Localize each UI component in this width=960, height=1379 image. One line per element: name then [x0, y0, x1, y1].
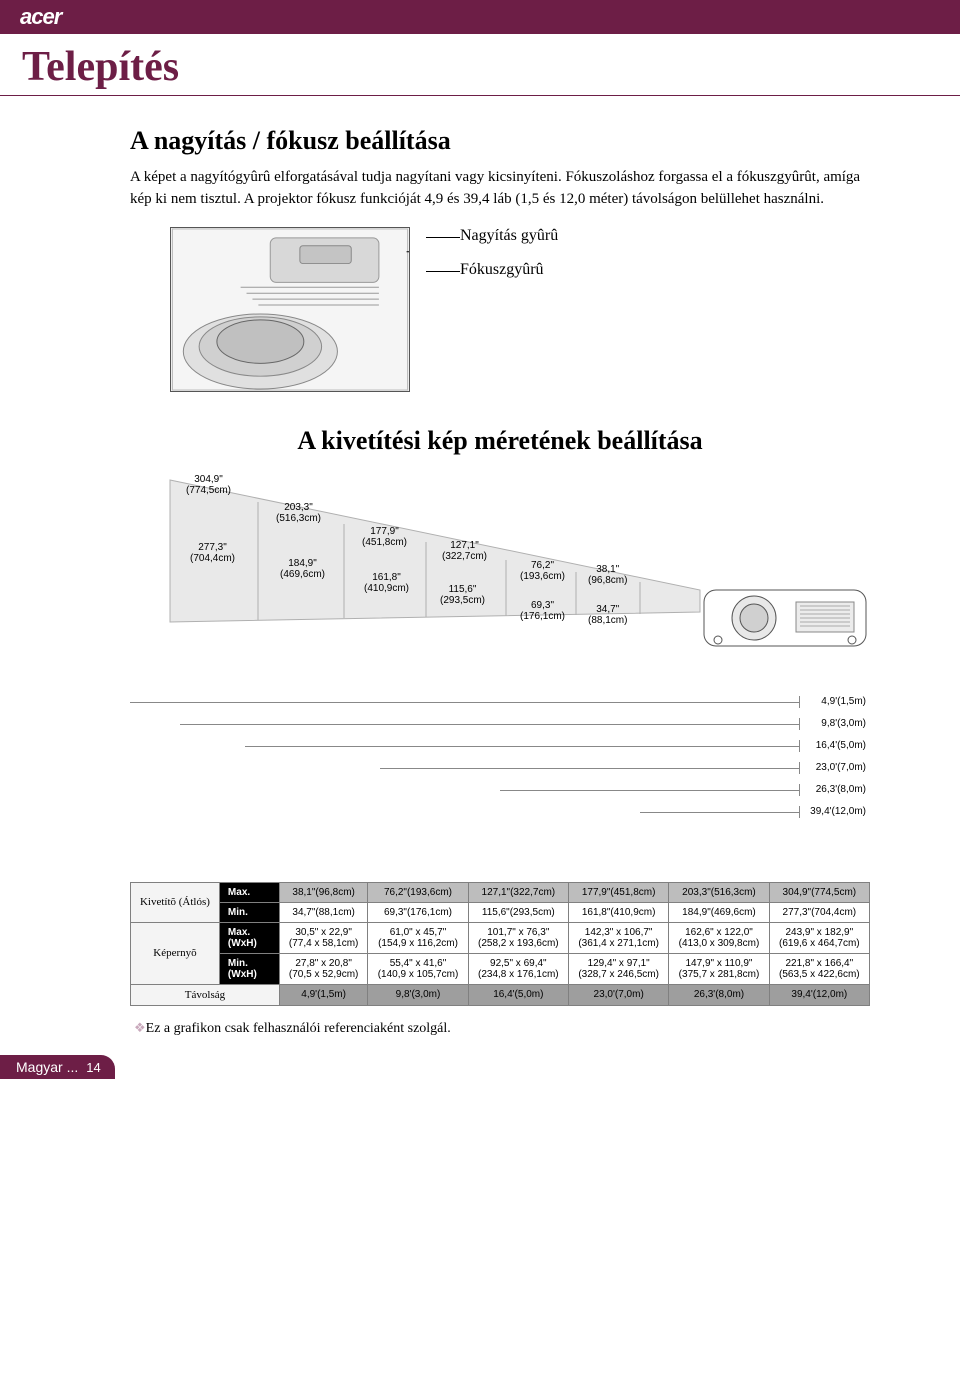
- table-cell: 184,9"(469,6cm): [669, 902, 769, 922]
- table-cell: 30,5" x 22,9"(77,4 x 58,1cm): [279, 922, 367, 953]
- projection-size-diagram: 304,9"(774,5cm) 277,3"(704,4cm) 203,3"(516…: [140, 472, 870, 662]
- table-cell: 27,8" x 20,8"(70,5 x 52,9cm): [279, 953, 367, 984]
- table-cell: 127,1"(322,7cm): [468, 882, 568, 902]
- min-wxh-label: Min.(WxH): [219, 953, 279, 984]
- spec-table: Kivetítõ (Átlós)Max.38,1"(96,8cm)76,2"(1…: [130, 882, 870, 1006]
- distance-line: [130, 702, 800, 703]
- table-cell: 115,6"(293,5cm): [468, 902, 568, 922]
- dimension-label: 115,6"(293,5cm): [440, 584, 485, 607]
- footer-page-number: 14: [86, 1060, 100, 1075]
- lens-illustration: [170, 227, 410, 392]
- table-cell: 9,8'(3,0m): [368, 984, 468, 1005]
- dimension-label: 277,3"(704,4cm): [190, 542, 235, 565]
- min-label: Min.: [219, 902, 279, 922]
- footer-language: Magyar ...: [16, 1059, 78, 1075]
- table-cell: 26,3'(8,0m): [669, 984, 769, 1005]
- table-cell: 161,8"(410,9cm): [568, 902, 668, 922]
- table-cell: 76,2"(193,6cm): [368, 882, 468, 902]
- distance-line: [380, 768, 800, 769]
- table-cell: 221,8" x 166,4"(563,5 x 422,6cm): [769, 953, 869, 984]
- dimension-label: 304,9"(774,5cm): [186, 474, 231, 497]
- brand-logo: acer: [20, 4, 61, 30]
- rowlabel-distance: Távolság: [131, 984, 280, 1005]
- distance-diagram: 4,9'(1,5m)9,8'(3,0m)16,4'(5,0m)23,0'(7,0…: [140, 702, 870, 862]
- distance-line: [180, 724, 800, 725]
- table-cell: 38,1"(96,8cm): [279, 882, 367, 902]
- header-bar: acer: [0, 0, 960, 34]
- max-label: Max.: [219, 882, 279, 902]
- dimension-label: 38,1"(96,8cm): [588, 564, 627, 587]
- page-footer: Magyar ... 14: [0, 1055, 960, 1079]
- table-cell: 61,0" x 45,7"(154,9 x 116,2cm): [368, 922, 468, 953]
- dimension-label: 177,9"(451,8cm): [362, 526, 407, 549]
- dimension-label: 161,8"(410,9cm): [364, 572, 409, 595]
- distance-label: 4,9'(1,5m): [821, 696, 866, 707]
- distance-label: 23,0'(7,0m): [816, 762, 866, 773]
- diamond-icon: ❖: [134, 1020, 146, 1035]
- table-cell: 23,0'(7,0m): [568, 984, 668, 1005]
- table-cell: 147,9" x 110,9"(375,7 x 281,8cm): [669, 953, 769, 984]
- dimension-label: 76,2"(193,6cm): [520, 560, 565, 583]
- table-cell: 203,3"(516,3cm): [669, 882, 769, 902]
- footnote: ❖Ez a grafikon csak felhasználói referen…: [134, 1020, 870, 1037]
- distance-label: 16,4'(5,0m): [816, 740, 866, 751]
- lens-figure: Nagyítás gyûrû Fókuszgyûrû: [170, 227, 870, 392]
- projector-front-icon: [700, 582, 870, 654]
- distance-label: 9,8'(3,0m): [821, 718, 866, 729]
- table-cell: 55,4" x 41,6"(140,9 x 105,7cm): [368, 953, 468, 984]
- table-cell: 101,7" x 76,3"(258,2 x 193,6cm): [468, 922, 568, 953]
- dimension-label: 34,7"(88,1cm): [588, 604, 627, 627]
- rowlabel-diagonal: Kivetítõ (Átlós): [131, 882, 220, 922]
- rowlabel-screen: Képernyõ: [131, 922, 220, 984]
- focus-ring-label: Fókuszgyûrû: [460, 261, 544, 279]
- dimension-label: 127,1"(322,7cm): [442, 540, 487, 563]
- dimension-label: 69,3"(176,1cm): [520, 600, 565, 623]
- dimension-label: 184,9"(469,6cm): [280, 558, 325, 581]
- distance-label: 39,4'(12,0m): [810, 806, 866, 817]
- table-cell: 92,5" x 69,4"(234,8 x 176,1cm): [468, 953, 568, 984]
- table-cell: 162,6" x 122,0"(413,0 x 309,8cm): [669, 922, 769, 953]
- table-cell: 39,4'(12,0m): [769, 984, 869, 1005]
- table-cell: 277,3"(704,4cm): [769, 902, 869, 922]
- section1-heading: A nagyítás / fókusz beállítása: [130, 126, 870, 156]
- zoom-ring-label: Nagyítás gyûrû: [460, 227, 558, 245]
- table-cell: 177,9"(451,8cm): [568, 882, 668, 902]
- distance-line: [245, 746, 800, 747]
- table-cell: 142,3" x 106,7"(361,4 x 271,1cm): [568, 922, 668, 953]
- table-cell: 129,4" x 97,1"(328,7 x 246,5cm): [568, 953, 668, 984]
- table-cell: 69,3"(176,1cm): [368, 902, 468, 922]
- dimension-label: 203,3"(516,3cm): [276, 502, 321, 525]
- table-cell: 304,9"(774,5cm): [769, 882, 869, 902]
- distance-line: [500, 790, 800, 791]
- section1-paragraph: A képet a nagyítógyûrû elforgatásával tu…: [130, 166, 870, 211]
- distance-line: [640, 812, 800, 813]
- table-cell: 243,9" x 182,9"(619,6 x 464,7cm): [769, 922, 869, 953]
- page-title: Telepítés: [0, 34, 960, 96]
- table-cell: 4,9'(1,5m): [279, 984, 367, 1005]
- section2-heading: A kivetítési kép méretének beállítása: [130, 426, 870, 456]
- max-wxh-label: Max.(WxH): [219, 922, 279, 953]
- lens-svg: [171, 228, 409, 391]
- table-cell: 16,4'(5,0m): [468, 984, 568, 1005]
- distance-label: 26,3'(8,0m): [816, 784, 866, 795]
- table-cell: 34,7"(88,1cm): [279, 902, 367, 922]
